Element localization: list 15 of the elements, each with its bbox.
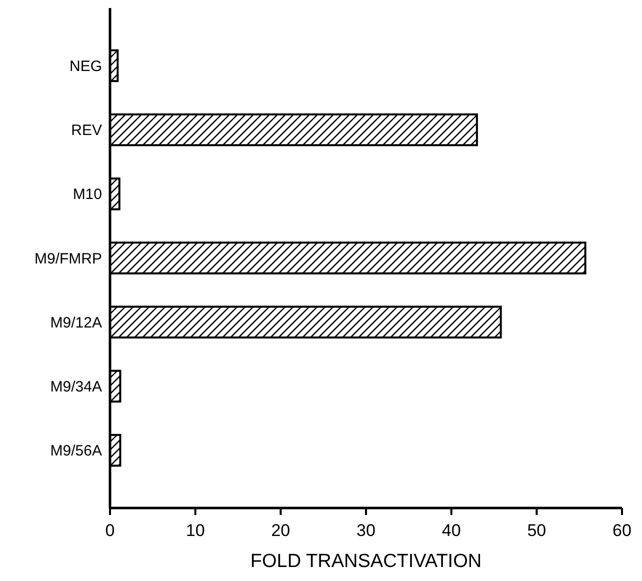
y-tick-label: NEG bbox=[69, 58, 102, 75]
x-tick-label: 50 bbox=[527, 521, 546, 540]
x-tick-label: 0 bbox=[105, 521, 115, 540]
y-tick-label: M9/34A bbox=[50, 378, 102, 396]
x-tick-label: 30 bbox=[356, 521, 376, 540]
y-tick-label: M9/12A bbox=[50, 314, 102, 332]
x-axis-title: FOLD TRANSACTIVATION bbox=[250, 551, 482, 572]
y-tick-label: M9/FMRP bbox=[34, 250, 102, 268]
y-tick-label: M9/56A bbox=[50, 442, 102, 460]
x-tick-label: 60 bbox=[612, 521, 632, 540]
x-tick-label: 40 bbox=[442, 521, 461, 540]
x-tick-label: 20 bbox=[271, 521, 290, 540]
y-tick-label: M10 bbox=[72, 186, 102, 204]
y-tick-label: REV bbox=[71, 122, 102, 140]
x-tick-label: 10 bbox=[186, 521, 205, 540]
